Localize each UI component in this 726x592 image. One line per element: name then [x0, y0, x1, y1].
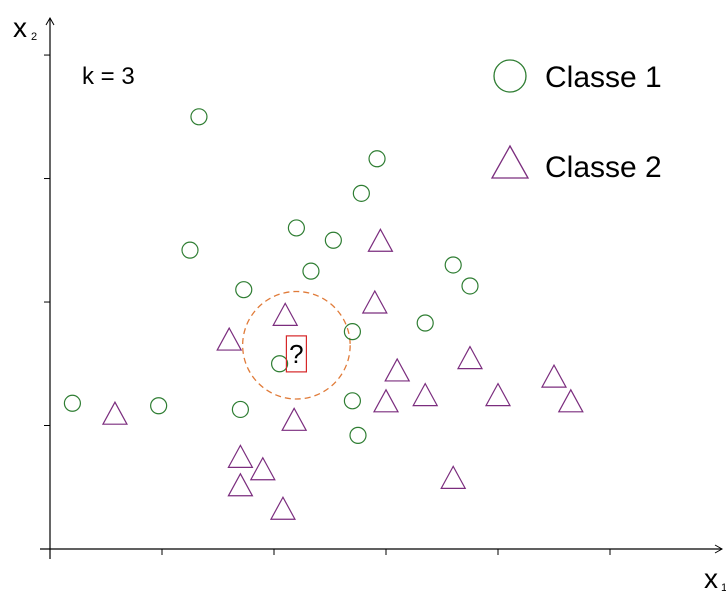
point-classe-1: [302, 262, 320, 280]
point-classe-1: [235, 281, 253, 299]
point-classe-2: [227, 444, 254, 468]
legend-label-classe-2: Classe 2: [545, 151, 662, 184]
legend-label-classe-1: Classe 1: [545, 61, 662, 94]
point-classe-1: [349, 426, 367, 444]
x-axis-arrow: [714, 544, 724, 554]
point-classe-2: [412, 382, 439, 407]
point-classe-1: [444, 256, 462, 274]
point-classe-2: [540, 363, 568, 388]
y-axis-label: x 2: [13, 12, 37, 43]
point-classe-2: [361, 289, 388, 314]
point-classe-2: [101, 400, 128, 425]
query-point-label: ?: [289, 339, 303, 369]
y-axis-label-main: x: [13, 12, 27, 43]
point-classe-1: [352, 184, 370, 202]
point-classe-1: [461, 277, 479, 295]
legend-marker-classe-2: [490, 144, 530, 179]
point-classe-1: [231, 400, 249, 419]
y-axis-label-subscript: 2: [31, 31, 37, 43]
axes: [40, 16, 724, 559]
query-point-box: [285, 335, 307, 373]
point-classe-2: [269, 495, 296, 520]
point-classe-1: [287, 219, 305, 237]
point-classe-1: [150, 397, 168, 415]
point-classe-1: [343, 392, 361, 410]
point-classe-1: [63, 394, 82, 412]
point-classe-1: [368, 150, 386, 168]
legend: Classe 1 Classe 2: [490, 59, 662, 184]
point-classe-2: [456, 345, 484, 370]
x-axis-label-main: x: [704, 563, 718, 592]
point-classe-2: [227, 472, 254, 497]
point-classe-2: [367, 228, 394, 252]
legend-item-classe-1: Classe 1: [493, 59, 662, 94]
y-axis-arrow: [45, 16, 55, 26]
point-classe-2: [216, 326, 243, 351]
point-classe-2: [557, 388, 584, 413]
query-point: ?: [285, 335, 307, 373]
point-classe-1: [271, 355, 289, 373]
point-classe-2: [484, 382, 512, 407]
legend-item-classe-2: Classe 2: [490, 144, 662, 184]
x-ticks: [161, 549, 611, 555]
point-classe-1: [181, 241, 199, 259]
point-classe-1: [324, 231, 342, 249]
legend-marker-classe-1: [493, 59, 527, 93]
k-annotation: k = 3: [82, 63, 135, 90]
data-points: [63, 108, 584, 520]
point-classe-1: [416, 314, 434, 332]
k-neighborhood-circle: [241, 290, 351, 400]
point-classe-2: [249, 456, 276, 481]
point-classe-2: [272, 302, 299, 326]
x-axis-label-subscript: 1: [721, 582, 726, 592]
y-ticks: [44, 54, 50, 427]
point-classe-2: [384, 357, 411, 382]
point-classe-2: [372, 388, 400, 413]
point-classe-1: [343, 323, 361, 341]
point-classe-2: [440, 465, 467, 489]
point-classe-2: [281, 407, 308, 431]
x-axis-label: x 1: [704, 563, 726, 592]
point-classe-1: [190, 108, 208, 126]
